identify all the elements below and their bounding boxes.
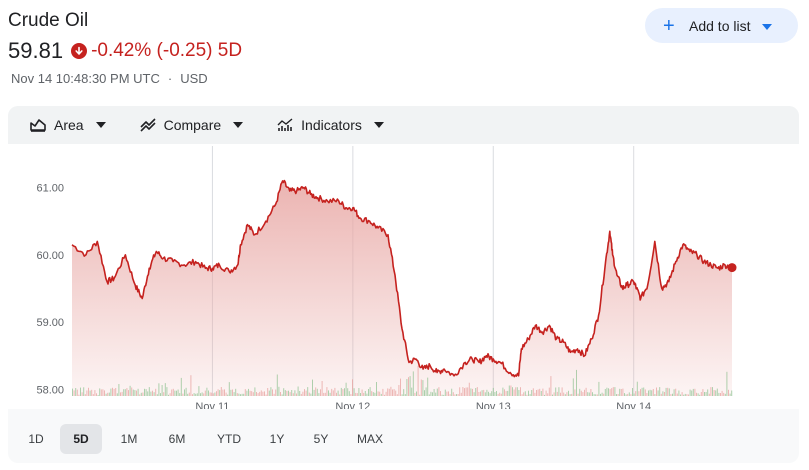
y-tick-label: 59.00: [36, 317, 64, 329]
range-button-5d[interactable]: 5D: [60, 424, 102, 454]
price-chart[interactable]: Nov 11 Nov 12 Nov 13 Nov 14 58.00 59.00 60.00 6…: [8, 144, 799, 413]
quote-currency: USD: [180, 71, 208, 86]
chart-toolbar: Area Compare Indicators: [8, 106, 799, 144]
page-title: Crude Oil: [8, 10, 89, 31]
area-chart-icon: [30, 118, 46, 132]
current-price: 59.81: [8, 38, 64, 63]
arrow-down-icon: [71, 43, 88, 59]
chart-type-label: Area: [54, 117, 84, 133]
add-to-list-button[interactable]: + Add to list: [645, 8, 798, 43]
chevron-down-icon: [762, 17, 773, 35]
compare-dropdown[interactable]: Compare: [140, 117, 244, 133]
price-line: [71, 179, 733, 378]
caret-down-icon: [373, 122, 384, 128]
x-tick-label: Nov 13: [476, 401, 511, 409]
plus-icon: +: [663, 14, 675, 37]
price-area-fill: [72, 180, 732, 396]
quote-meta: Nov 14 10:48:30 PM UTC · USD: [11, 71, 208, 86]
x-tick-label: Nov 12: [335, 401, 370, 409]
range-button-6m[interactable]: 6M: [168, 432, 186, 446]
indicators-dropdown[interactable]: Indicators: [277, 117, 384, 133]
range-button-ytd[interactable]: YTD: [217, 432, 241, 446]
add-to-list-label: Add to list: [689, 17, 751, 34]
caret-down-icon: [233, 122, 244, 128]
range-button-1y[interactable]: 1Y: [269, 432, 285, 446]
y-tick-label: 58.00: [36, 384, 64, 396]
time-range-selector: 1D 5D 1M 6M YTD 1Y 5Y MAX: [8, 424, 799, 454]
chart-type-dropdown[interactable]: Area: [30, 117, 106, 133]
y-tick-label: 60.00: [36, 250, 64, 262]
caret-down-icon: [95, 122, 106, 128]
range-button-5y[interactable]: 5Y: [313, 432, 329, 446]
chart-panel: Area Compare Indicators: [8, 106, 799, 463]
range-button-max[interactable]: MAX: [356, 432, 383, 446]
price-row: 59.81 -0.42% (-0.25) 5D: [8, 38, 242, 64]
x-tick-label: Nov 11: [195, 401, 229, 409]
range-button-1d[interactable]: 1D: [28, 432, 44, 446]
price-change: -0.42% (-0.25) 5D: [91, 40, 243, 61]
indicators-icon: [277, 118, 293, 132]
compare-icon: [140, 118, 156, 132]
indicators-label: Indicators: [301, 117, 362, 133]
separator-dot: ·: [167, 71, 173, 86]
compare-label: Compare: [163, 117, 222, 133]
y-tick-label: 61.00: [36, 183, 64, 195]
chart-area[interactable]: Nov 11 Nov 12 Nov 13 Nov 14 58.00 59.00 60.00 6…: [8, 144, 799, 413]
range-button-1m[interactable]: 1M: [120, 432, 138, 446]
x-tick-label: Nov 14: [616, 401, 651, 409]
last-price-point: [727, 263, 737, 273]
quote-timestamp: Nov 14 10:48:30 PM UTC: [11, 71, 160, 86]
